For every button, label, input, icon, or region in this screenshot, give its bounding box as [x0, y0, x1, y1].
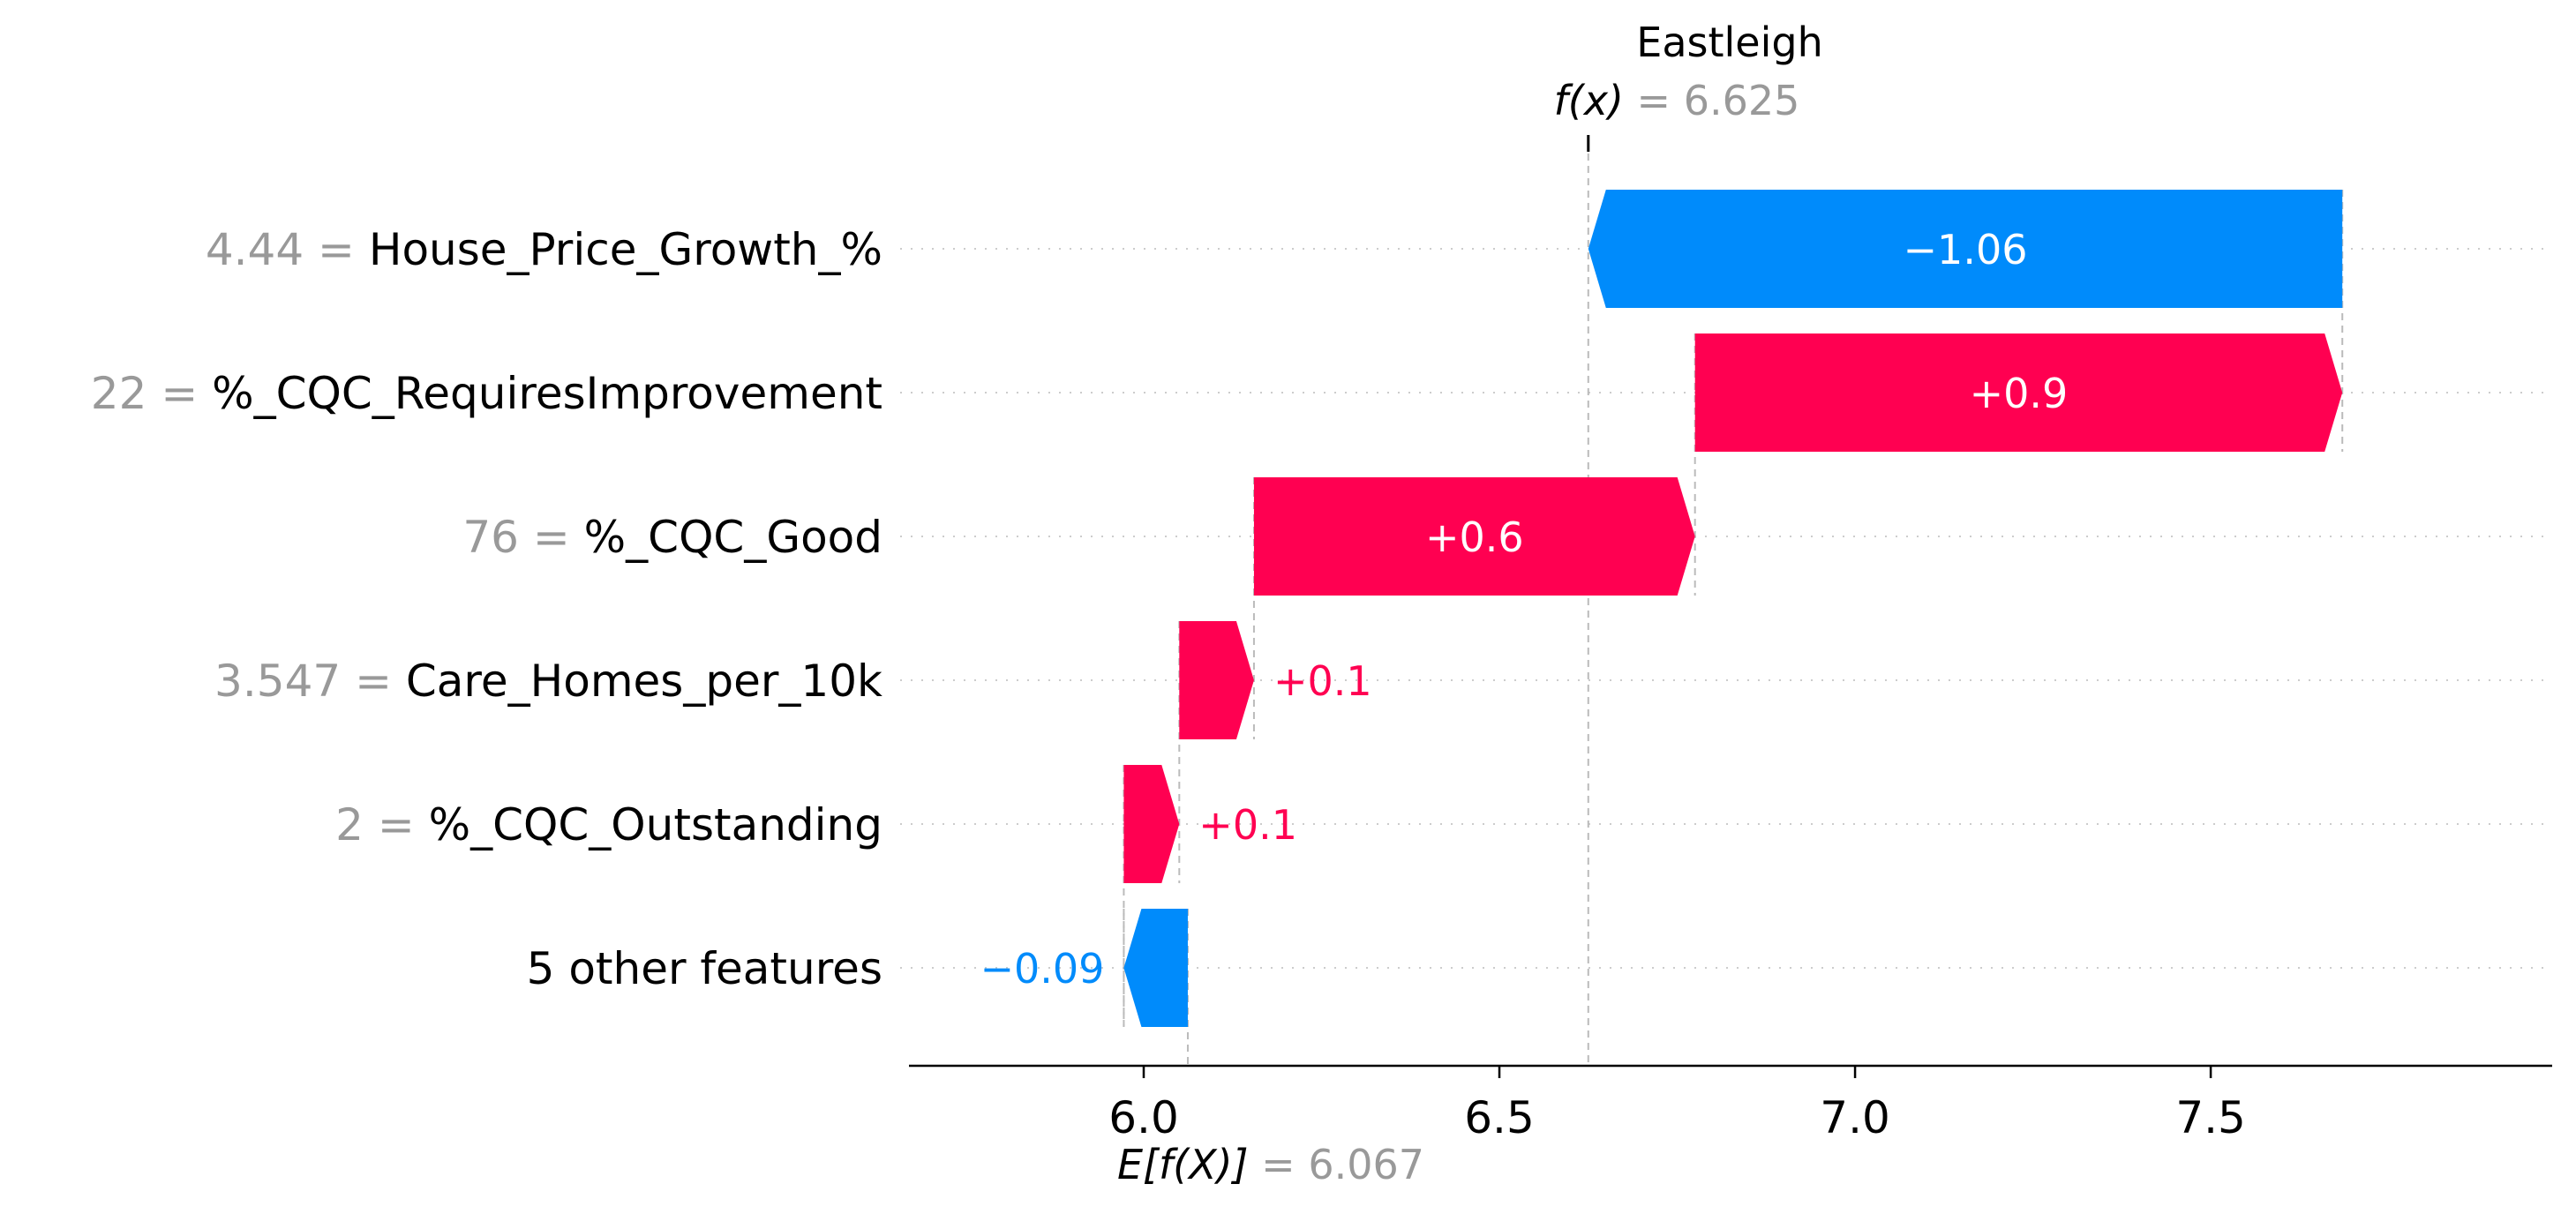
feature-label: 4.44 = House_Price_Growth_%	[206, 224, 882, 275]
feature-label: 3.547 = Care_Homes_per_10k	[214, 656, 882, 707]
feature-label: 22 = %_CQC_RequiresImprovement	[91, 368, 882, 419]
feature-value: 2	[335, 799, 364, 851]
x-tick-label: 7.5	[2175, 1092, 2246, 1143]
feature-value: 4.44	[206, 224, 304, 275]
feature-name: House_Price_Growth_%	[369, 224, 882, 275]
feature-value: 3.547	[214, 656, 341, 707]
feature-label: 5 other features	[527, 943, 882, 994]
bar-value-label: −1.06	[1904, 226, 2028, 274]
fx-label: f(x)	[1554, 77, 1624, 124]
fx-value: 6.625	[1684, 77, 1800, 124]
feature-equals: =	[364, 799, 429, 851]
feature-equals: =	[146, 368, 212, 419]
feature-value: 76	[462, 512, 519, 563]
feature-name: %_CQC_Good	[584, 512, 882, 563]
positive-contribution-bar	[1694, 333, 2343, 452]
negative-contribution-bar	[1588, 190, 2343, 308]
feature-label: 2 = %_CQC_Outstanding	[335, 799, 882, 851]
feature-name: 5 other features	[527, 943, 882, 994]
negative-contribution-bar	[1123, 909, 1188, 1027]
positive-contribution-bar	[1253, 477, 1695, 596]
bar-value-label: +0.1	[1273, 657, 1372, 705]
feature-name: Care_Homes_per_10k	[406, 656, 882, 707]
x-tick-label: 6.0	[1108, 1092, 1179, 1143]
base-value-separator: =	[1249, 1141, 1309, 1188]
fx-annotation: f(x) = 6.625	[1554, 77, 1800, 124]
base-value-annotation: E[f(X)] = 6.067	[1117, 1141, 1424, 1188]
positive-contribution-bar	[1179, 621, 1254, 739]
base-value-label: E[f(X)]	[1117, 1141, 1249, 1188]
x-tick-label: 6.5	[1464, 1092, 1535, 1143]
base-value: 6.067	[1308, 1141, 1424, 1188]
bar-value-label: +0.1	[1198, 801, 1297, 849]
feature-equals: =	[341, 656, 406, 707]
bar-value-label: +0.6	[1425, 513, 1524, 561]
fx-separator: =	[1624, 77, 1684, 124]
bar-value-label: −0.09	[980, 945, 1104, 993]
bar-value-label: +0.9	[1970, 370, 2069, 417]
feature-name: %_CQC_Outstanding	[429, 799, 882, 851]
feature-value: 22	[91, 368, 147, 419]
x-tick-label: 7.0	[1820, 1092, 1890, 1143]
positive-contribution-bar	[1123, 765, 1180, 883]
feature-equals: =	[519, 512, 584, 563]
chart-title: Eastleigh	[1636, 19, 1822, 66]
feature-equals: =	[304, 224, 369, 275]
feature-name: %_CQC_RequiresImprovement	[212, 368, 882, 419]
feature-label: 76 = %_CQC_Good	[462, 512, 882, 563]
